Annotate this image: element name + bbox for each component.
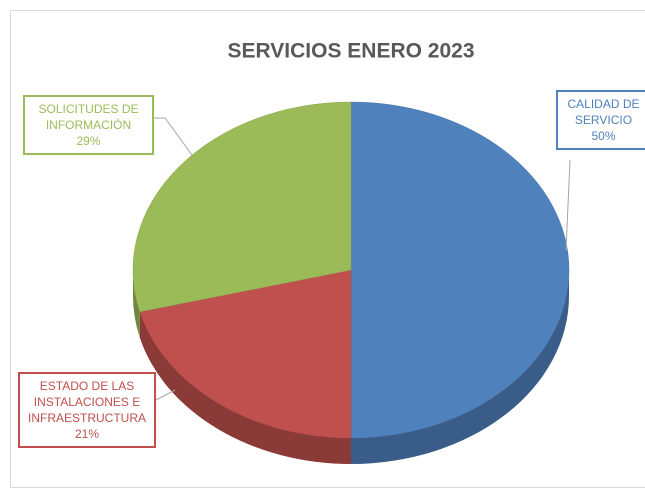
slice-side xyxy=(133,270,140,338)
label-value: 50% xyxy=(591,129,616,143)
slice-side xyxy=(351,270,569,464)
chart-frame xyxy=(10,10,645,488)
pie-sides xyxy=(133,270,569,464)
label-category: SOLICITUDES DE INFORMACIÓN xyxy=(38,102,139,132)
leader-line xyxy=(565,159,571,251)
slice xyxy=(139,269,352,439)
chart-title: SERVICIOS ENERO 2023 xyxy=(227,40,474,63)
label-value: 21% xyxy=(74,427,100,441)
data-label: ESTADO DE LAS INSTALACIONES E INFRAESTRU… xyxy=(18,372,156,448)
label-category: ESTADO DE LAS INSTALACIONES E INFRAESTRU… xyxy=(27,379,146,425)
data-label: CALIDAD DE SERVICIO 50% xyxy=(556,90,645,150)
data-label: SOLICITUDES DE INFORMACIÓN 29% xyxy=(23,95,154,155)
pie-tops xyxy=(132,101,570,439)
slice-side xyxy=(139,311,351,464)
label-category: CALIDAD DE SERVICIO xyxy=(567,97,640,127)
label-value: 29% xyxy=(76,134,101,148)
slice xyxy=(132,101,352,313)
leader-line xyxy=(154,117,193,156)
slice xyxy=(350,101,570,439)
leader-line xyxy=(155,389,176,401)
